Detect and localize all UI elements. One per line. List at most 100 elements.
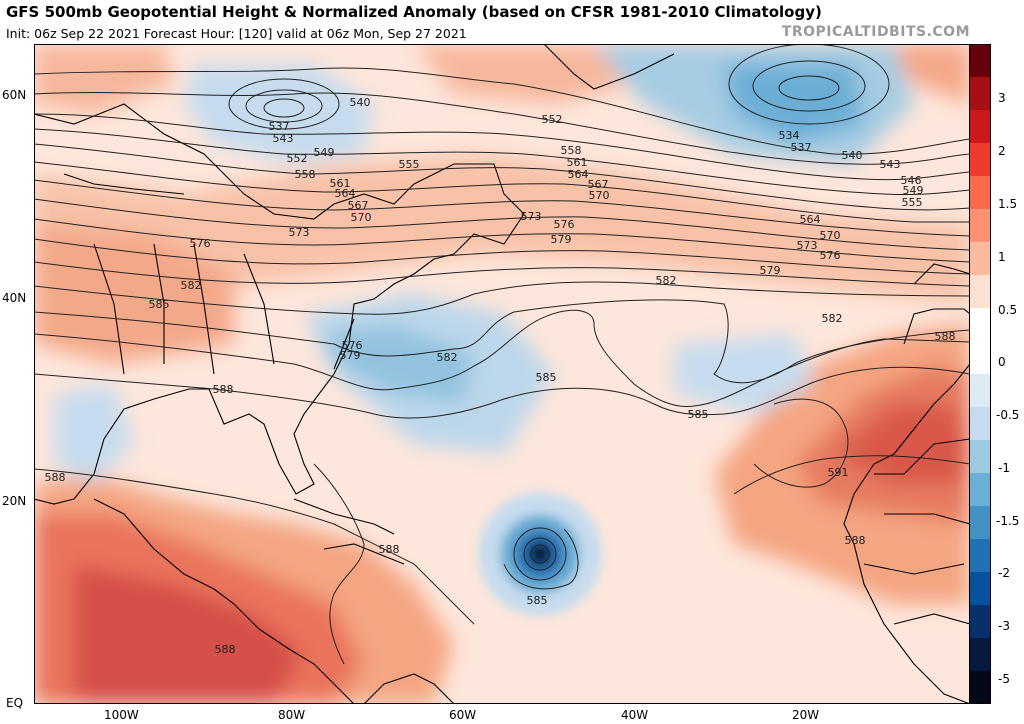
colorbar-tick-label: 0.5 <box>998 303 1017 317</box>
contour-label: 543 <box>880 158 901 171</box>
contour-label: 543 <box>273 132 294 145</box>
contour-label: 564 <box>568 168 589 181</box>
contour-label: 558 <box>561 144 582 157</box>
init-valid-info: Init: 06z Sep 22 2021 Forecast Hour: [12… <box>6 26 467 41</box>
contour-label: 585 <box>536 371 557 384</box>
lon-label: 80W <box>278 708 306 722</box>
contour-label: 582 <box>437 351 458 364</box>
contour-label: 576 <box>820 249 841 262</box>
colorbar-tick-label: 1.5 <box>998 197 1017 211</box>
contour-label: 549 <box>314 146 335 159</box>
colorbar-swatch <box>969 605 991 639</box>
contour-label: 573 <box>521 210 542 223</box>
colorbar-tick-label: 2 <box>998 144 1006 158</box>
contour-label: 552 <box>287 152 308 165</box>
contour-label: 570 <box>351 211 372 224</box>
contour-label: 588 <box>935 330 956 343</box>
contour-label: 588 <box>213 383 234 396</box>
contour-label: 555 <box>902 196 923 209</box>
contour-label: 582 <box>181 279 202 292</box>
colorbar-swatch <box>969 341 991 375</box>
lat-label: 60N <box>2 88 27 102</box>
contour-label: 540 <box>350 96 371 109</box>
colorbar-swatch <box>969 176 991 210</box>
colorbar-swatch <box>969 506 991 540</box>
colorbar-swatch <box>969 539 991 573</box>
colorbar-swatch <box>969 143 991 177</box>
contour-label: 558 <box>295 168 316 181</box>
contour-label: 561 <box>330 177 351 190</box>
colorbar: 3 2 1.5 1 0.5 0 -0.5 -1 -1.5 -2 -3 -5 <box>969 44 1019 704</box>
contour-label: 537 <box>269 120 290 133</box>
contour-label: 573 <box>289 226 310 239</box>
anomaly-shading <box>34 44 970 704</box>
contour-label: 570 <box>589 189 610 202</box>
colorbar-swatch <box>969 275 991 309</box>
lat-label: EQ <box>6 696 24 710</box>
contour-label: 555 <box>399 158 420 171</box>
colorbar-tick-label: -1.5 <box>996 514 1019 528</box>
brand-watermark: TROPICALTIDBITS.COM <box>781 24 970 40</box>
contour-label: 546 <box>901 174 922 187</box>
colorbar-tick-label: 3 <box>998 91 1006 105</box>
contour-label: 582 <box>822 312 843 325</box>
colorbar-swatch <box>969 473 991 507</box>
contour-label: 570 <box>820 229 841 242</box>
contour-labels: 540 537 543 549 552 555 558 561 564 567 … <box>45 96 956 656</box>
colorbar-swatch <box>969 308 991 342</box>
colorbar-swatch <box>969 440 991 474</box>
colorbar-tick-label: -1 <box>998 461 1010 475</box>
contour-label: 588 <box>45 471 66 484</box>
anomaly-map: 540 537 543 549 552 555 558 561 564 567 … <box>34 44 970 704</box>
colorbar-tick-label: 1 <box>998 250 1006 264</box>
contour-label: 585 <box>688 408 709 421</box>
contour-label: 576 <box>554 218 575 231</box>
contour-label: 552 <box>542 113 563 126</box>
contour-label: 588 <box>845 534 866 547</box>
contour-label: 588 <box>215 643 236 656</box>
lon-label: 40W <box>621 708 649 722</box>
contour-label: 540 <box>842 149 863 162</box>
contour-label: 537 <box>791 141 812 154</box>
contour-label: 585 <box>527 594 548 607</box>
colorbar-tick-label: 0 <box>998 355 1006 369</box>
lon-label: 60W <box>449 708 477 722</box>
lat-label: 20N <box>2 494 27 508</box>
contour-label: 576 <box>342 339 363 352</box>
contour-label: 567 <box>588 178 609 191</box>
colorbar-tick-label: -3 <box>998 619 1010 633</box>
contour-label: 579 <box>340 349 361 362</box>
contour-label: 591 <box>828 466 849 479</box>
colorbar-swatch <box>969 209 991 243</box>
colorbar-swatch <box>969 407 991 441</box>
colorbar-swatch <box>969 374 991 408</box>
contour-label: 588 <box>379 543 400 556</box>
lon-label: 100W <box>104 708 139 722</box>
colorbar-swatch <box>969 77 991 111</box>
colorbar-tick-label: -2 <box>998 566 1010 580</box>
colorbar-swatch <box>969 110 991 144</box>
contour-label: 579 <box>551 233 572 246</box>
lon-label: 20W <box>792 708 820 722</box>
colorbar-swatch <box>969 242 991 276</box>
contour-label: 576 <box>190 237 211 250</box>
coastlines <box>34 44 970 704</box>
contour-label: 561 <box>567 156 588 169</box>
contour-label: 567 <box>348 199 369 212</box>
contour-label: 573 <box>797 239 818 252</box>
contour-label: 564 <box>800 213 821 226</box>
colorbar-tick-label: -0.5 <box>996 408 1019 422</box>
contour-label: 585 <box>149 298 170 311</box>
lat-label: 40N <box>2 291 27 305</box>
colorbar-swatch <box>969 638 991 672</box>
contour-label: 534 <box>779 129 800 142</box>
colorbar-swatch <box>969 671 991 704</box>
contour-label: 564 <box>335 187 356 200</box>
chart-title: GFS 500mb Geopotential Height & Normaliz… <box>6 3 822 21</box>
colorbar-swatch <box>969 572 991 606</box>
contour-label: 549 <box>903 184 924 197</box>
contour-label: 579 <box>760 264 781 277</box>
contour-label: 582 <box>656 274 677 287</box>
colorbar-tick-label: -5 <box>998 672 1010 686</box>
height-contours <box>34 44 970 665</box>
